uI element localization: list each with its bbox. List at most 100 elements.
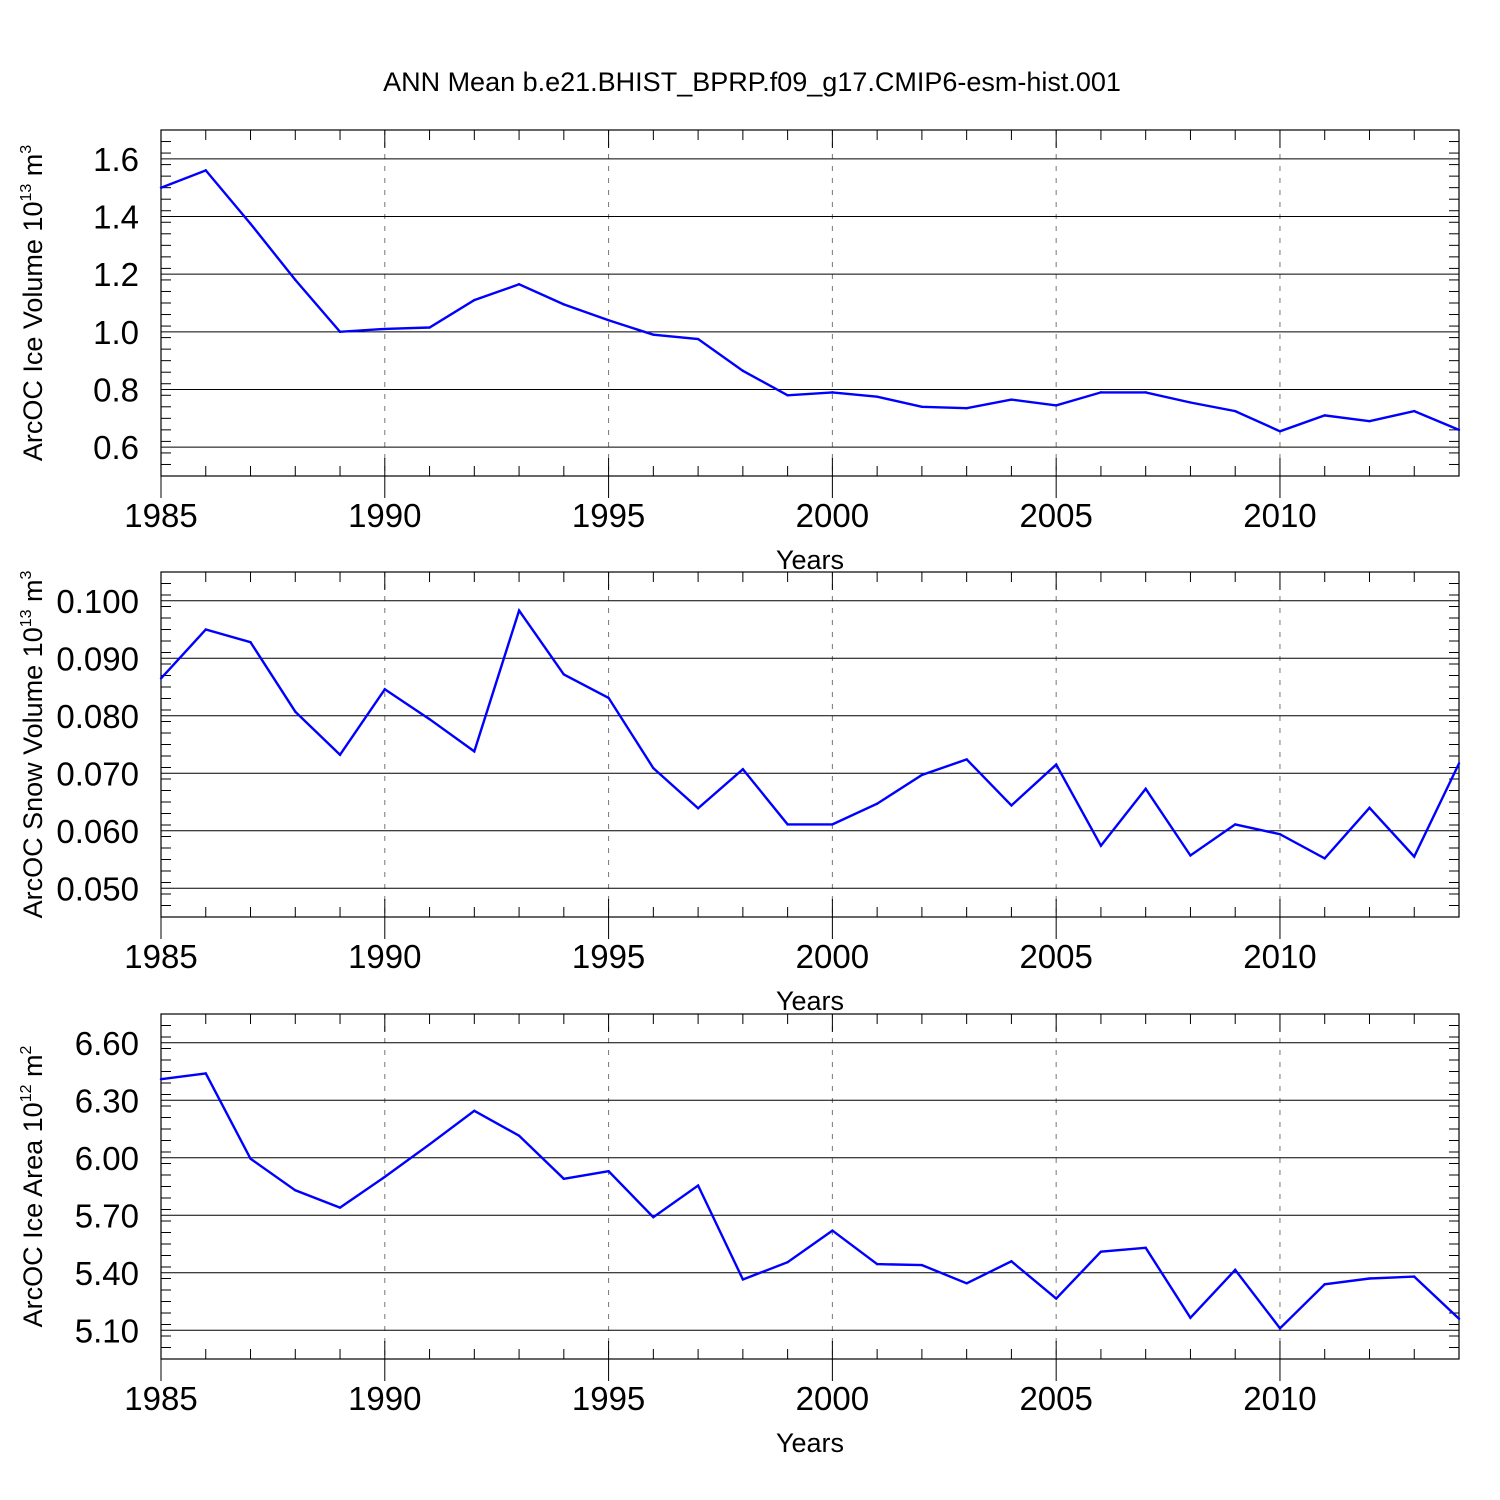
data-point	[249, 640, 252, 644]
x-tick-label: 1985	[124, 938, 197, 975]
y-tick-label: 0.050	[56, 870, 139, 907]
panel-1: 0.6 0.8 1.0 1.2 1.4 1.6 1985 1990 1995 2000 2005 20…	[18, 129, 1461, 575]
data-point	[831, 823, 834, 826]
data-point	[652, 1215, 655, 1219]
plot-frame	[160, 571, 1460, 918]
data-point	[652, 333, 655, 336]
data-point	[1413, 855, 1416, 858]
data-point	[517, 1134, 521, 1137]
y-tick-label: 0.060	[56, 813, 139, 850]
data-point	[204, 1072, 207, 1075]
data-point	[1010, 804, 1013, 807]
x-tick-label: 2000	[796, 497, 869, 534]
data-point	[652, 766, 655, 770]
x-tick-label: 1990	[348, 938, 421, 975]
data-point	[1457, 762, 1461, 765]
data-point	[1189, 1316, 1192, 1319]
data-point	[1189, 401, 1192, 404]
data-point	[1144, 1246, 1147, 1250]
data-point	[159, 677, 163, 680]
data-point	[1099, 1250, 1103, 1253]
plot-frame	[160, 1013, 1460, 1360]
data-point	[1010, 398, 1013, 401]
data-point	[473, 750, 476, 753]
data-point	[741, 369, 745, 372]
data-point	[831, 1229, 834, 1232]
data-point	[1099, 844, 1103, 847]
data-point	[1234, 823, 1237, 826]
y-tick-label: 5.40	[75, 1255, 139, 1292]
y-tick-label: 5.70	[75, 1197, 139, 1234]
data-point	[875, 395, 879, 398]
panel-3: 5.10 5.40 5.70 6.00 6.30 6.60 1985 1990 1995 2000…	[18, 1013, 1461, 1458]
data-point	[741, 768, 745, 771]
data-point	[1054, 404, 1058, 407]
data-point	[607, 696, 610, 700]
chart-title: ANN Mean b.e21.BHIST_BPRP.f09_g17.CMIP6-…	[383, 67, 1121, 97]
x-axis-label: Years	[776, 986, 844, 1016]
y-axis-label: ArcOC Snow Volume 1013 m3	[18, 570, 48, 918]
x-tick-label: 2005	[1019, 938, 1092, 975]
x-tick-label: 1990	[348, 497, 421, 534]
x-tick-label: 1985	[124, 1380, 197, 1417]
plot-frame	[160, 129, 1460, 477]
data-point	[1278, 833, 1282, 836]
data-point	[607, 1169, 610, 1173]
data-point	[428, 326, 431, 329]
data-point	[1368, 806, 1371, 809]
data-point	[965, 758, 968, 761]
data-point	[1054, 1297, 1058, 1300]
data-point	[517, 283, 521, 286]
data-point	[1278, 1327, 1282, 1330]
data-point	[965, 407, 968, 410]
data-point	[562, 1177, 566, 1181]
x-tick-label: 2010	[1243, 497, 1316, 534]
data-point	[1278, 430, 1282, 433]
data-point	[1323, 1283, 1326, 1286]
data-point	[920, 405, 924, 408]
x-tick-label: 1995	[572, 497, 645, 534]
data-point	[294, 1189, 297, 1192]
y-tick-label: 0.090	[56, 640, 139, 677]
data-point	[1234, 409, 1237, 413]
x-tick-label: 2000	[796, 938, 869, 975]
y-tick-label: 5.10	[75, 1312, 139, 1349]
data-point	[159, 1077, 163, 1081]
data-point	[1413, 1275, 1416, 1278]
y-tick-label: 0.8	[93, 372, 139, 409]
y-tick-label: 6.60	[75, 1025, 139, 1062]
data-point	[696, 1184, 700, 1187]
x-tick-label: 2005	[1019, 497, 1092, 534]
data-point	[1323, 414, 1326, 417]
data-point	[204, 628, 207, 631]
y-tick-label: 0.100	[56, 583, 139, 620]
data-point	[473, 1109, 476, 1112]
data-point	[1144, 391, 1147, 394]
data-point	[920, 1263, 924, 1267]
data-point	[1368, 1277, 1371, 1280]
x-tick-label: 1995	[572, 1380, 645, 1417]
data-point	[696, 807, 700, 810]
data-point	[786, 823, 789, 826]
y-tick-label: 0.6	[93, 429, 139, 466]
data-point	[562, 303, 566, 306]
data-point	[786, 394, 789, 397]
panels-group: 0.6 0.8 1.0 1.2 1.4 1.6 1985 1990 1995 2000 2005 20…	[18, 129, 1461, 1458]
data-point	[1010, 1260, 1013, 1263]
series-line	[160, 607, 1461, 860]
y-tick-label: 0.080	[56, 698, 139, 735]
x-tick-label: 2000	[796, 1380, 869, 1417]
data-point	[741, 1278, 745, 1281]
x-axis-label: Years	[776, 1428, 844, 1458]
x-tick-label: 2010	[1243, 938, 1316, 975]
data-point	[1323, 857, 1326, 860]
data-point	[875, 1262, 879, 1266]
y-tick-label: 1.0	[93, 314, 139, 351]
series-line	[160, 1072, 1460, 1331]
data-point	[428, 1143, 431, 1146]
data-point	[338, 753, 342, 757]
data-point	[696, 337, 700, 341]
data-point	[1054, 763, 1058, 766]
data-point	[294, 278, 297, 282]
x-axis-label: Years	[776, 545, 844, 575]
